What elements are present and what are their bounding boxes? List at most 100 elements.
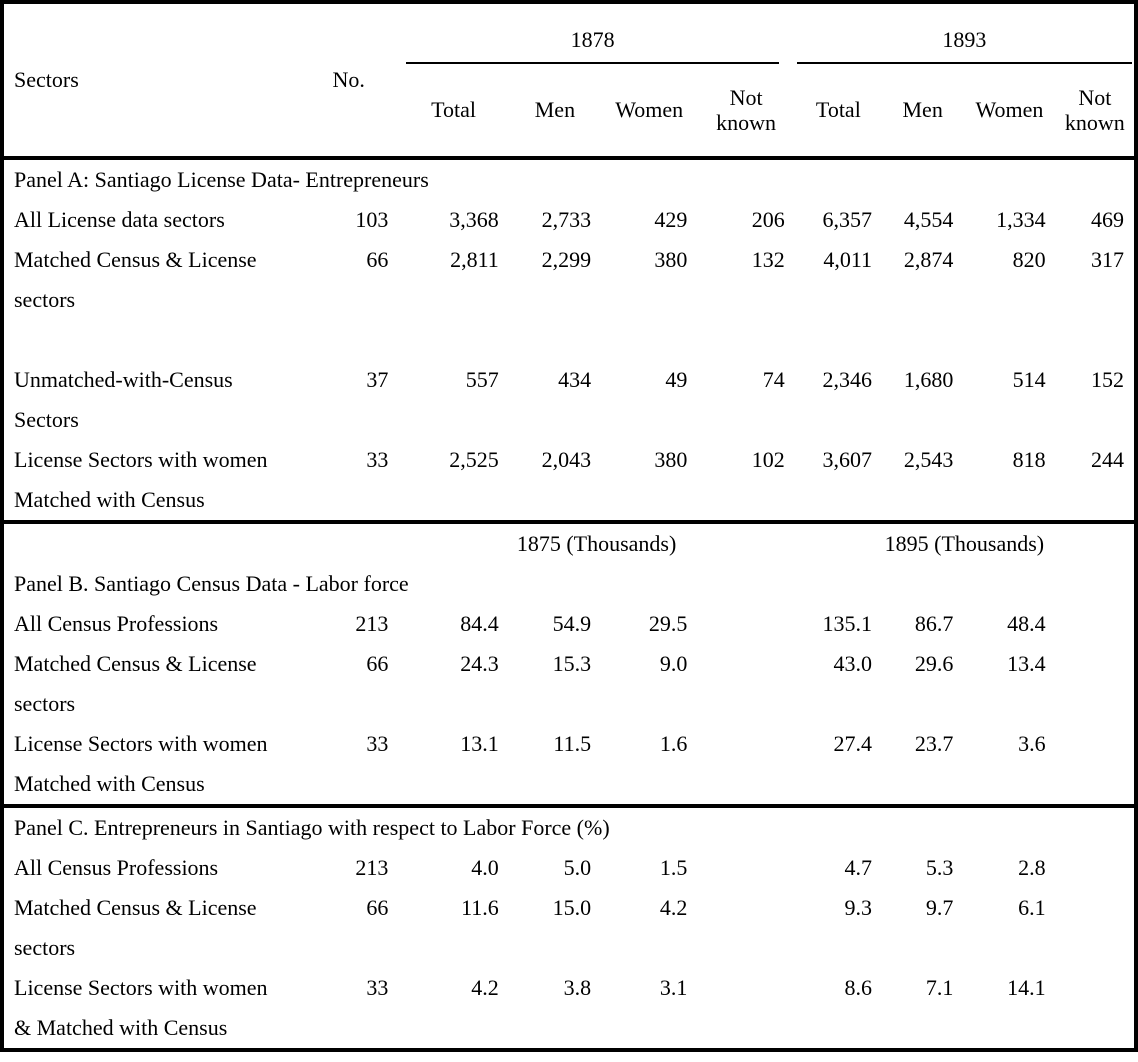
- cell-no: 33: [366, 447, 389, 473]
- cell-notknown-1895: [1056, 724, 1136, 764]
- table-row: Matched Census & License 66 2,811 2,299 …: [2, 240, 1136, 280]
- cell-no: 66: [366, 247, 389, 273]
- cell-men-1878: 434: [558, 367, 592, 393]
- cell-total-1878: 2,525: [449, 447, 499, 473]
- panel-b-year-header-row: 1875 (Thousands) 1895 (Thousands): [2, 522, 1136, 564]
- cell-total-1895: 8.6: [844, 975, 873, 1001]
- empty-cells: [313, 764, 1136, 806]
- cell-men-1878: 2,299: [541, 247, 592, 273]
- year-1878-label: 1878: [406, 15, 779, 64]
- header-row-years: Sectors No. 1878 1893: [2, 2, 1136, 92]
- cell-women-1893: 820: [1012, 247, 1046, 273]
- empty-cell: [313, 522, 398, 564]
- cell-no: 33: [366, 975, 389, 1001]
- cell-total-1875: 24.3: [460, 651, 499, 677]
- row-label-continuation: Sectors: [14, 407, 79, 433]
- cell-men-1893: 2,543: [903, 447, 954, 473]
- year-group-1893: 1893: [795, 2, 1136, 64]
- cell-notknown-1875: [697, 968, 794, 1008]
- cell-men-1875: 54.9: [552, 611, 592, 637]
- row-label-continuation: sectors: [14, 287, 76, 313]
- cell-notknown-1895: [1056, 644, 1136, 684]
- cell-notknown-1878: 74: [762, 367, 785, 393]
- panel-b-title: Panel B. Santiago Census Data - Labor fo…: [14, 571, 409, 597]
- cell-men-1875: 3.8: [563, 975, 592, 1001]
- cell-no: 33: [366, 731, 389, 757]
- cell-notknown-1875: [697, 848, 794, 888]
- cell-notknown-1878: 206: [751, 207, 785, 233]
- cell-women-1875: 9.0: [659, 651, 688, 677]
- table-row: Unmatched-with-Census 37 557 434 49 74 2…: [2, 360, 1136, 400]
- cell-men-1875: 11.5: [553, 731, 592, 757]
- cell-men-1875: 15.3: [552, 651, 592, 677]
- cell-total-1893: 6,357: [822, 207, 873, 233]
- cell-women-1875: 29.5: [648, 611, 688, 637]
- row-label: All License data sectors: [14, 207, 225, 233]
- panel-c-title: Panel C. Entrepreneurs in Santiago with …: [14, 815, 610, 841]
- table-row: License Sectors with women 33 13.1 11.5 …: [2, 724, 1136, 764]
- table-row-continuation: Sectors: [2, 400, 1136, 440]
- cell-women-1895: 14.1: [1007, 975, 1046, 1001]
- cell-men-1895: 5.3: [925, 855, 954, 881]
- cell-total-1878: 3,368: [449, 207, 499, 233]
- cell-notknown-1875: [697, 604, 794, 644]
- table-row: All License data sectors 103 3,368 2,733…: [2, 200, 1136, 240]
- panel-a: Panel A: Santiago License Data- Entrepre…: [2, 158, 1136, 522]
- empty-cells: [2, 320, 1136, 360]
- panel-b-title-row: Panel B. Santiago Census Data - Labor fo…: [2, 564, 1136, 604]
- cell-notknown-1878: 102: [751, 447, 785, 473]
- row-label: Matched Census & License: [14, 247, 257, 273]
- cell-total-1875: 13.1: [460, 731, 499, 757]
- cell-women-1878: 380: [654, 447, 688, 473]
- row-label: Unmatched-with-Census: [14, 367, 233, 393]
- col-header-total-1893: Total: [815, 97, 861, 123]
- cell-men-1893: 1,680: [903, 367, 954, 393]
- row-label: Matched Census & License: [14, 895, 257, 921]
- table-header: Sectors No. 1878 1893 Total Men Women No…: [2, 2, 1136, 158]
- table-row: All Census Professions 213 4.0 5.0 1.5 4…: [2, 848, 1136, 888]
- cell-women-1895: 48.4: [1007, 611, 1046, 637]
- table-row: All Census Professions 213 84.4 54.9 29.…: [2, 604, 1136, 644]
- empty-cells: [313, 1008, 1136, 1050]
- cell-notknown-1893: 317: [1091, 247, 1124, 273]
- row-label: License Sectors with women: [14, 975, 268, 1001]
- cell-notknown-1895: [1056, 848, 1136, 888]
- col-header-men-1878: Men: [534, 97, 576, 123]
- row-label: All Census Professions: [14, 611, 219, 637]
- cell-total-1895: 4.7: [844, 855, 873, 881]
- cell-men-1895: 23.7: [914, 731, 954, 757]
- col-header-women-1893: Women: [975, 97, 1044, 123]
- empty-cells: [313, 400, 1136, 440]
- panel-a-title-row: Panel A: Santiago License Data- Entrepre…: [2, 158, 1136, 200]
- cell-women-1895: 3.6: [1018, 731, 1046, 757]
- cell-total-1893: 4,011: [823, 247, 873, 273]
- cell-women-1878: 49: [665, 367, 688, 393]
- cell-women-1895: 13.4: [1007, 651, 1046, 677]
- row-label: License Sectors with women: [14, 447, 268, 473]
- cell-women-1893: 1,334: [996, 207, 1046, 233]
- empty-cells: [313, 480, 1136, 522]
- cell-men-1893: 2,874: [903, 247, 954, 273]
- empty-cells: [313, 928, 1136, 968]
- cell-total-1895: 9.3: [844, 895, 873, 921]
- panel-c: Panel C. Entrepreneurs in Santiago with …: [2, 806, 1136, 1050]
- cell-women-1878: 429: [654, 207, 688, 233]
- header-row-subcolumns: Total Men Women Not known Total Men Wome…: [2, 64, 1136, 158]
- cell-men-1895: 86.7: [914, 611, 954, 637]
- cell-total-1875: 4.2: [471, 975, 499, 1001]
- row-label: Matched Census & License: [14, 651, 257, 677]
- group-header-1875-thousands: 1875 (Thousands): [516, 531, 677, 557]
- cell-total-1893: 2,346: [822, 367, 873, 393]
- col-header-notknown-1878: Not known: [716, 84, 777, 135]
- cell-notknown-1893: 244: [1091, 447, 1124, 473]
- cell-total-1895: 27.4: [833, 731, 873, 757]
- cell-no: 213: [355, 611, 389, 637]
- cell-women-1878: 380: [654, 247, 688, 273]
- cell-notknown-1895: [1056, 888, 1136, 928]
- cell-women-1895: 2.8: [1018, 855, 1046, 881]
- sectors-column-header: Sectors: [14, 67, 79, 92]
- cell-men-1875: 5.0: [563, 855, 592, 881]
- cell-no: 37: [366, 367, 389, 393]
- table-row-continuation: Matched with Census: [2, 764, 1136, 806]
